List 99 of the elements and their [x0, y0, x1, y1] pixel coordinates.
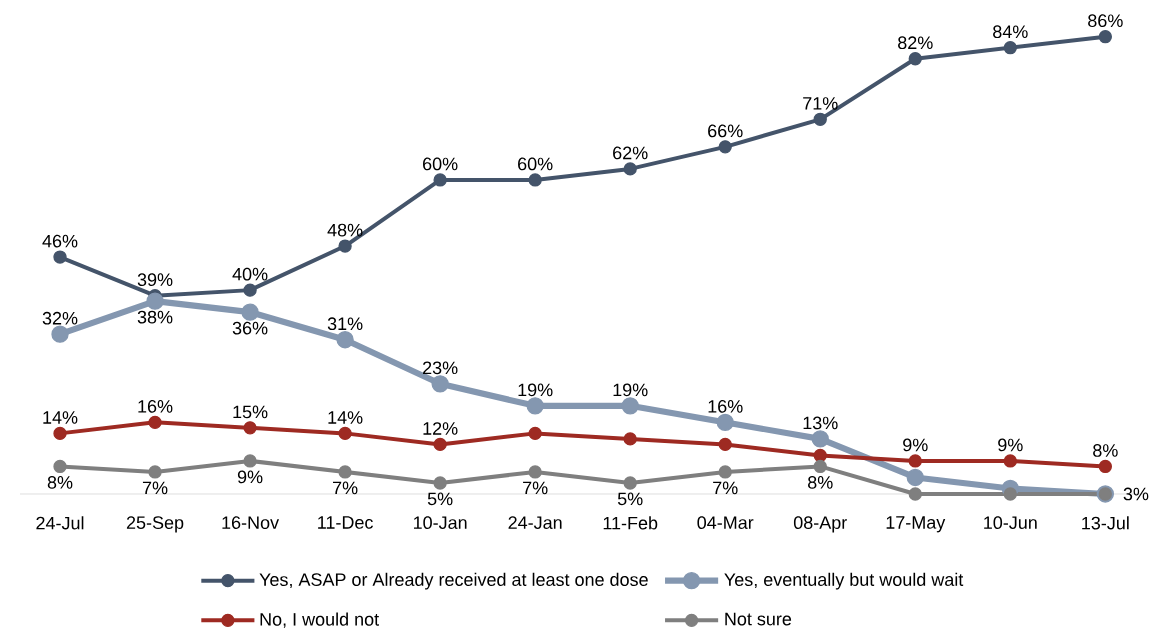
data-label: 9% — [237, 470, 263, 484]
data-label: 19% — [613, 383, 648, 397]
point — [338, 465, 352, 479]
data-label: 38% — [137, 310, 173, 324]
point — [908, 52, 922, 66]
data-label: 3% — [1123, 487, 1149, 501]
point — [811, 430, 829, 448]
point — [526, 397, 544, 415]
data-label: 39% — [137, 273, 173, 287]
point — [1003, 487, 1017, 501]
data-label: 48% — [327, 223, 363, 237]
point — [148, 465, 162, 479]
point — [51, 325, 69, 343]
point — [908, 487, 922, 501]
point — [338, 239, 352, 253]
x-tick-label: 24-Jul — [36, 516, 84, 530]
data-label: 15% — [233, 405, 268, 419]
x-tick-label: 16-Nov — [222, 516, 280, 529]
data-label: 9% — [903, 438, 928, 452]
point — [148, 415, 162, 430]
point — [433, 476, 447, 490]
point — [718, 140, 732, 154]
point — [243, 454, 257, 468]
point — [1003, 454, 1017, 468]
point — [716, 413, 734, 432]
data-label: 86% — [1088, 14, 1123, 28]
data-label: 71% — [803, 97, 838, 110]
point — [813, 448, 827, 463]
point — [908, 454, 922, 468]
point — [718, 465, 732, 479]
legend-label: Not sure — [725, 612, 792, 626]
x-tick-label: 08-Apr — [793, 516, 847, 533]
data-label: 7% — [523, 481, 548, 495]
point — [53, 459, 67, 474]
point — [528, 465, 542, 479]
point — [243, 283, 257, 297]
legend-label: Yes, ASAP or Already received at least one dose — [259, 572, 648, 590]
data-label: 14% — [43, 411, 78, 424]
data-label: 9% — [998, 438, 1023, 452]
x-tick-label: 24-Jan — [508, 516, 562, 529]
data-label: 60% — [423, 157, 458, 171]
point — [813, 112, 827, 126]
x-tick-label: 10-Jan — [413, 516, 467, 529]
point — [336, 331, 354, 349]
point — [1098, 30, 1112, 44]
point — [1003, 41, 1017, 55]
legend-label: Yes, eventually but would wait — [724, 572, 964, 590]
point — [528, 426, 542, 441]
x-tick-label: 10-Jun — [984, 516, 1037, 529]
data-label: 7% — [713, 481, 738, 495]
point — [431, 375, 449, 393]
data-label: 66% — [708, 124, 743, 138]
point — [906, 468, 924, 487]
data-label: 40% — [232, 267, 268, 281]
point — [813, 459, 827, 474]
data-label: 7% — [142, 481, 168, 495]
data-label: 14% — [328, 411, 363, 424]
point — [718, 437, 732, 452]
data-label: 60% — [518, 157, 553, 171]
x-tick-label: 11-Feb — [603, 516, 658, 530]
point — [53, 426, 67, 441]
point — [433, 437, 447, 452]
data-label: 5% — [617, 492, 643, 506]
point — [1098, 459, 1112, 474]
data-label: 23% — [423, 361, 458, 375]
data-label: 7% — [333, 481, 358, 495]
point — [146, 292, 164, 310]
point — [433, 173, 447, 187]
point — [623, 432, 637, 446]
data-label: 84% — [993, 25, 1028, 39]
point — [621, 397, 639, 415]
data-label: 31% — [327, 317, 363, 331]
x-tick-label: 25-Sep — [126, 516, 184, 533]
data-label: 16% — [138, 400, 173, 413]
data-label: 8% — [47, 476, 73, 489]
x-tick-label: 11-Dec — [318, 516, 373, 529]
point — [623, 162, 637, 176]
data-label: 32% — [42, 311, 78, 325]
point — [243, 421, 257, 435]
data-label: 16% — [708, 400, 743, 413]
data-label: 8% — [1093, 444, 1118, 457]
point — [528, 173, 542, 187]
data-label: 46% — [42, 234, 78, 248]
x-tick-label: 17-May — [886, 516, 946, 533]
legend-label: No, I would not — [260, 612, 379, 628]
data-label: 5% — [427, 492, 453, 506]
data-label: 12% — [423, 422, 458, 435]
x-tick-label: 04-Mar — [697, 516, 754, 529]
point — [241, 303, 259, 321]
data-label: 62% — [613, 146, 648, 160]
data-label: 36% — [232, 321, 268, 335]
point — [623, 476, 637, 490]
point — [338, 426, 352, 441]
data-label: 82% — [898, 36, 933, 50]
data-label: 19% — [518, 383, 553, 397]
x-tick-label: 13-Jul — [1082, 516, 1129, 530]
data-label: 8% — [808, 476, 833, 489]
data-label: 13% — [803, 416, 838, 430]
point — [53, 250, 67, 264]
